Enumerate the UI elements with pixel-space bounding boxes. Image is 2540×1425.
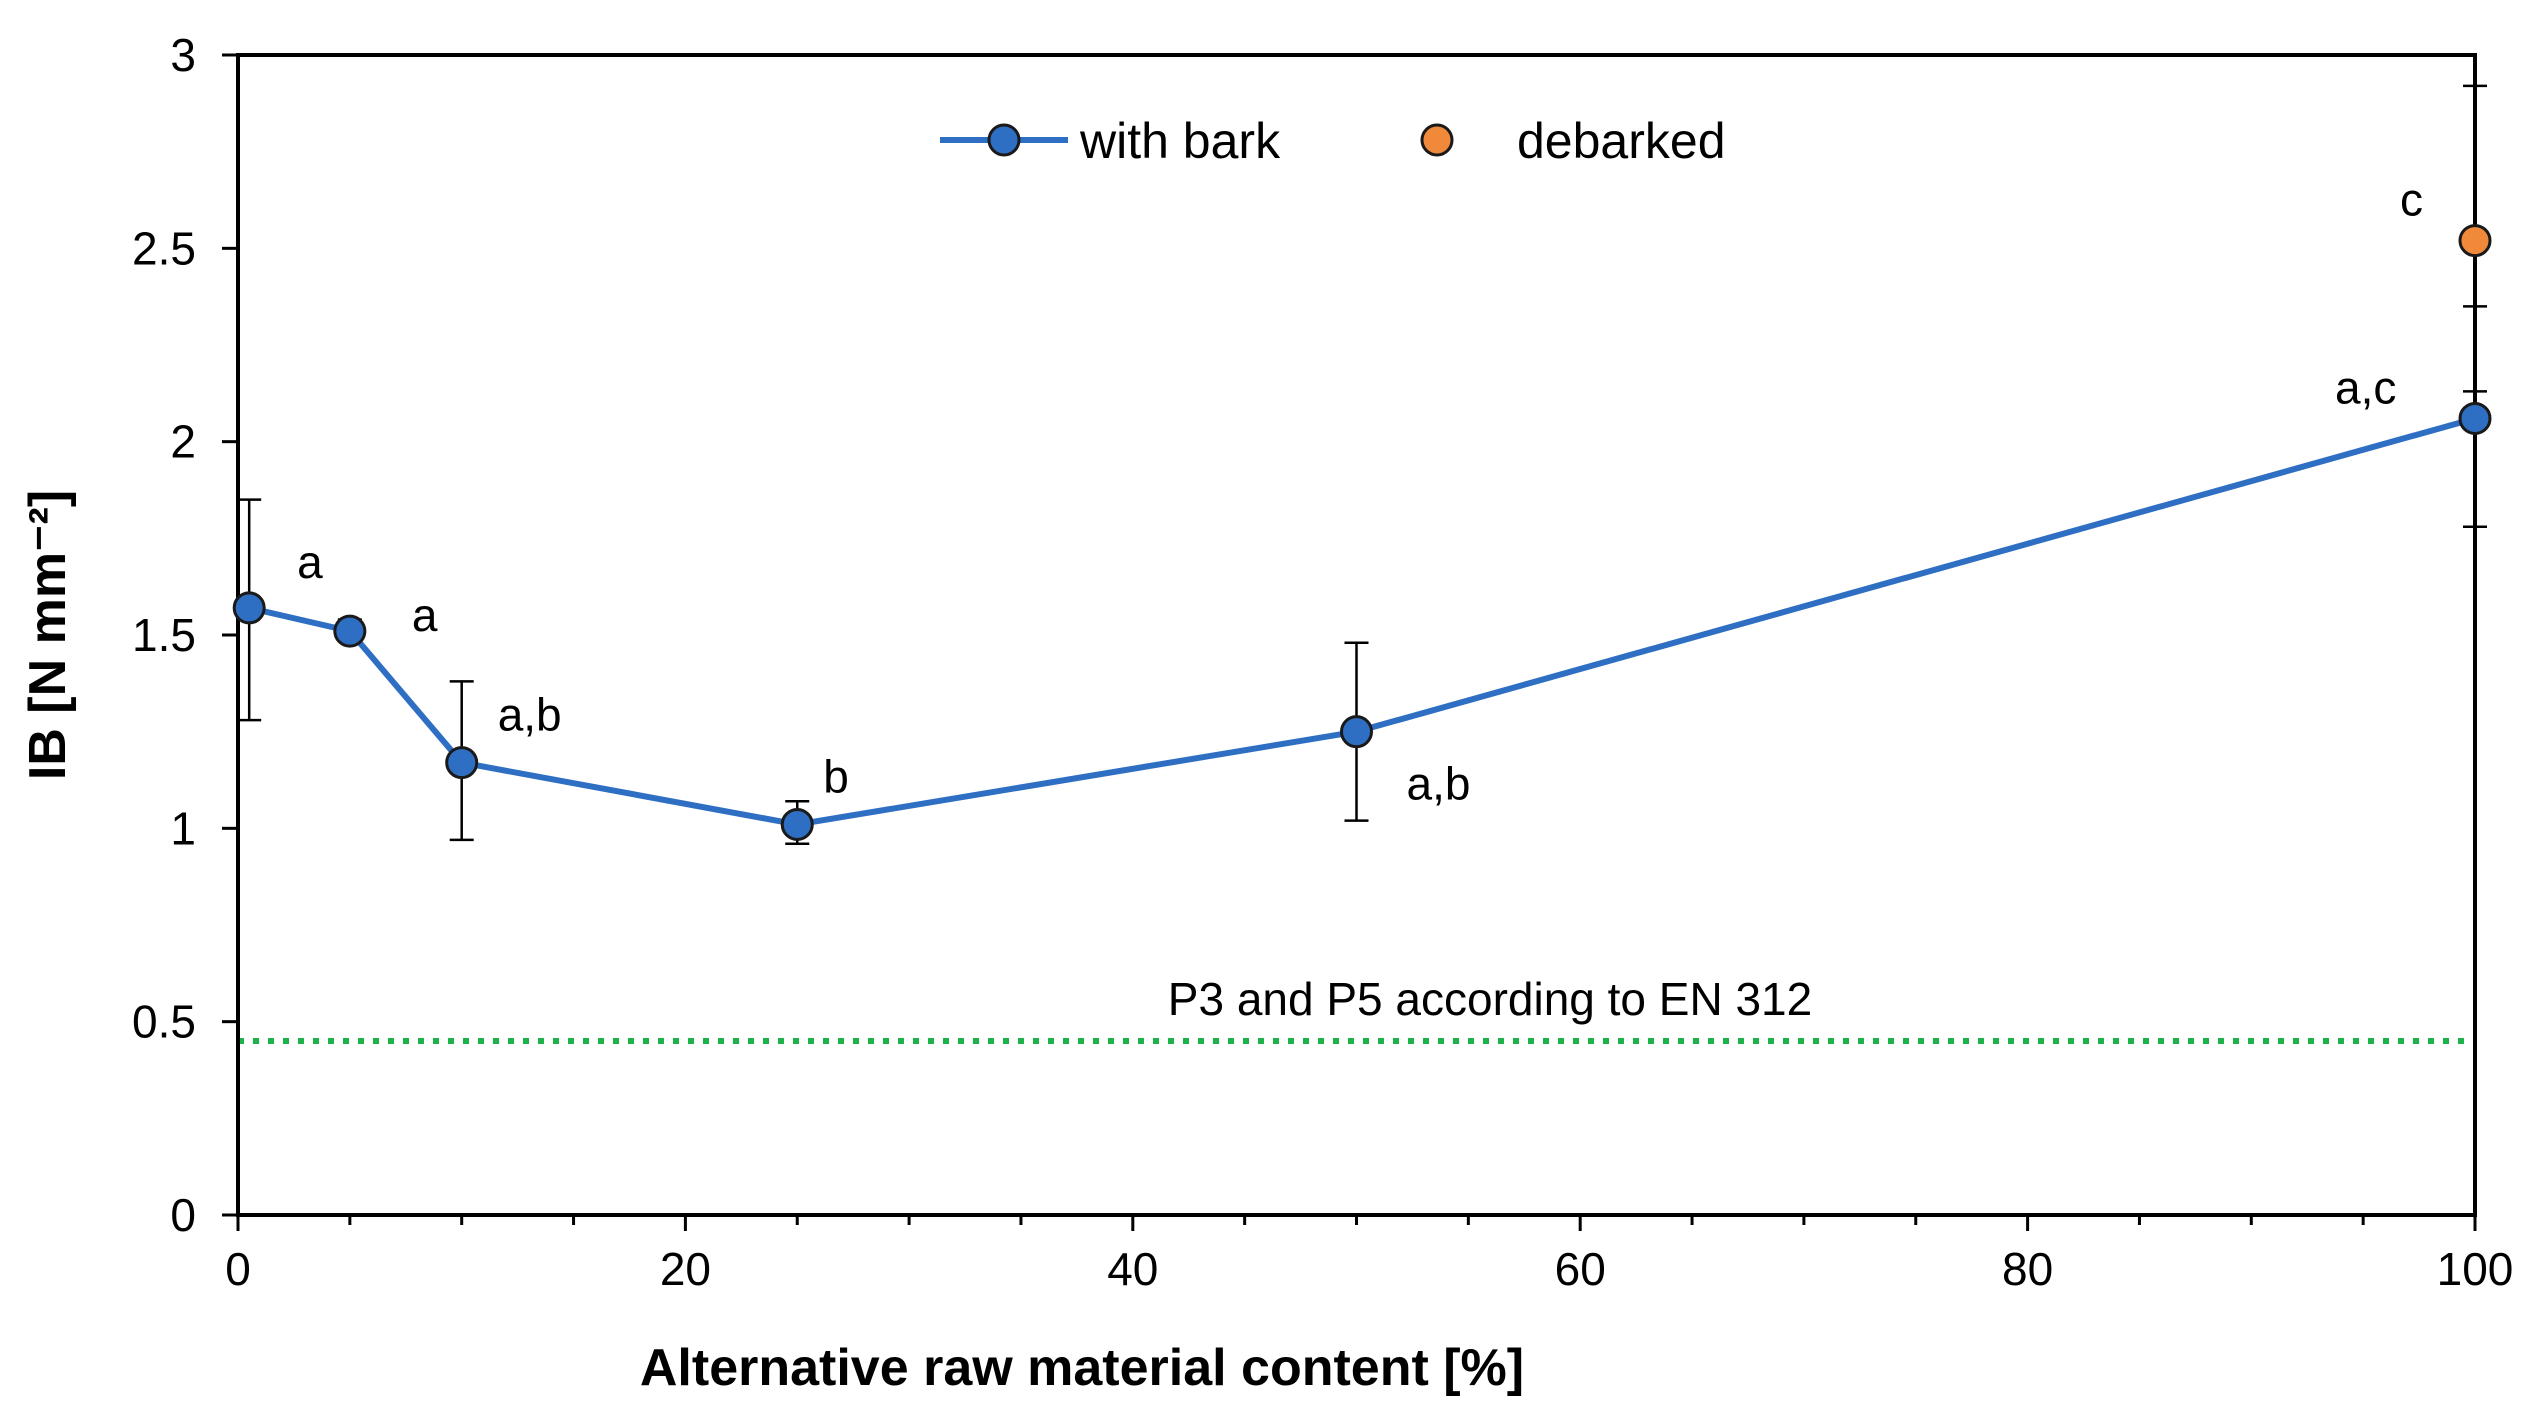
- data-point: [333, 614, 367, 648]
- significance-label: a,b: [1407, 758, 1471, 810]
- series-line: [248, 415, 2476, 828]
- x-tick-label: 20: [660, 1243, 711, 1295]
- axes-layer: 0 20 40 60 80 100 0 0.5 1 1.5 2 2.5 3: [132, 29, 2513, 1295]
- y-tick-label: 2: [170, 416, 196, 468]
- legend-label-debarked: debarked: [1517, 113, 1726, 169]
- y-tick-label: 0: [170, 1189, 196, 1241]
- significance-label: c: [2400, 174, 2423, 226]
- series-with-bark: [232, 305, 2492, 846]
- data-point: [1340, 715, 1373, 749]
- legend-marker-with-bark: [987, 123, 1021, 157]
- x-tick-label: 0: [225, 1243, 251, 1295]
- x-tick-label: 40: [1107, 1243, 1158, 1295]
- series-debarked: [2458, 84, 2492, 393]
- significance-label: a,b: [498, 689, 562, 741]
- y-tick-label: 3: [170, 29, 196, 81]
- data-point: [2458, 401, 2492, 435]
- x-tick-label: 80: [2002, 1243, 2053, 1295]
- legend-marker-debarked: [1420, 123, 1454, 157]
- data-point: [780, 807, 814, 841]
- data-point: [232, 591, 266, 625]
- significance-label: a: [297, 536, 323, 588]
- x-axis-title: Alternative raw material content [%]: [640, 1339, 1524, 1397]
- y-tick-label: 0.5: [132, 996, 196, 1048]
- reference-line-label: P3 and P5 according to EN 312: [1168, 973, 1812, 1025]
- x-tick-label: 60: [1555, 1243, 1606, 1295]
- y-axis-title: IB [N mm⁻²]: [19, 490, 77, 780]
- significance-label: b: [823, 750, 849, 802]
- legend: with bark debarked: [940, 113, 1726, 169]
- data-point: [445, 746, 479, 780]
- series-layer: [232, 84, 2492, 846]
- legend-label-with-bark: with bark: [1079, 113, 1281, 169]
- significance-label: a: [412, 589, 438, 641]
- y-tick-label: 1: [170, 802, 196, 854]
- significance-label: a,c: [2335, 361, 2396, 413]
- data-point: [2458, 224, 2492, 258]
- annotation-layer: a a a,b b a,b a,c c: [297, 174, 2423, 810]
- x-tick-label: 100: [2437, 1243, 2514, 1295]
- y-tick-label: 1.5: [132, 609, 196, 661]
- y-tick-label: 2.5: [132, 222, 196, 274]
